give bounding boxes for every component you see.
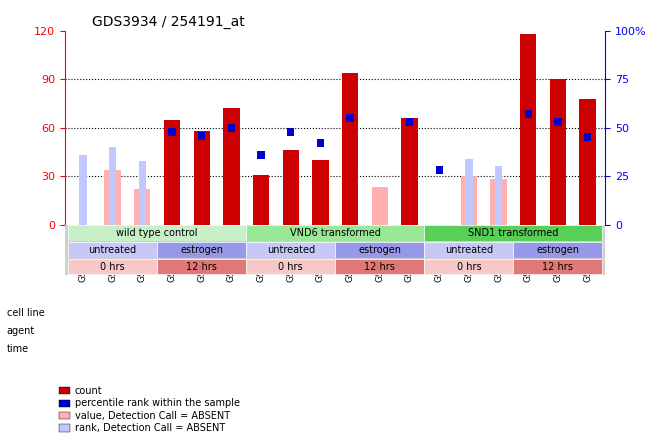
Bar [134, 189, 150, 225]
Bar [246, 259, 335, 274]
Text: estrogen: estrogen [180, 245, 223, 255]
Bar [424, 242, 514, 258]
Text: VND6 transformed: VND6 transformed [290, 228, 381, 238]
Bar [104, 170, 121, 225]
Bar [495, 166, 502, 225]
Text: 12 hrs: 12 hrs [186, 262, 217, 272]
Bar [436, 166, 443, 174]
Text: untreated: untreated [267, 245, 315, 255]
Text: 0 hrs: 0 hrs [100, 262, 125, 272]
Text: time: time [7, 344, 29, 353]
Text: estrogen: estrogen [536, 245, 579, 255]
Bar [198, 131, 205, 139]
Bar [287, 127, 294, 136]
Text: untreated: untreated [89, 245, 137, 255]
Bar [424, 226, 602, 241]
Bar [490, 179, 506, 225]
Bar [401, 118, 418, 225]
Bar [514, 259, 602, 274]
Bar [157, 259, 246, 274]
Bar [157, 242, 246, 258]
Bar [520, 34, 536, 225]
Bar [342, 73, 358, 225]
Text: 0 hrs: 0 hrs [279, 262, 303, 272]
Bar [223, 108, 240, 225]
Bar [525, 110, 532, 118]
Bar [193, 131, 210, 225]
Text: untreated: untreated [445, 245, 493, 255]
Bar [424, 259, 514, 274]
Bar [372, 187, 388, 225]
Text: rank, Detection Call = ABSENT: rank, Detection Call = ABSENT [75, 423, 225, 433]
Bar [109, 147, 117, 225]
Text: percentile rank within the sample: percentile rank within the sample [75, 398, 240, 408]
Bar [549, 79, 566, 225]
Text: wild type control: wild type control [117, 228, 198, 238]
Bar [257, 151, 265, 159]
Bar [584, 134, 591, 142]
Bar [68, 226, 246, 241]
Bar [335, 242, 424, 258]
Bar [79, 155, 87, 225]
Text: 12 hrs: 12 hrs [542, 262, 574, 272]
Bar [283, 151, 299, 225]
Bar [246, 226, 424, 241]
Text: value, Detection Call = ABSENT: value, Detection Call = ABSENT [75, 411, 230, 420]
Bar [139, 161, 146, 225]
Bar [228, 124, 235, 132]
Bar [335, 259, 424, 274]
Text: 0 hrs: 0 hrs [456, 262, 481, 272]
Bar [554, 118, 562, 126]
Bar [346, 114, 353, 122]
Bar [164, 120, 180, 225]
Text: cell line: cell line [7, 308, 44, 318]
Bar [465, 159, 473, 225]
Bar [246, 242, 335, 258]
Bar [317, 139, 324, 147]
Bar [169, 127, 176, 136]
Text: 12 hrs: 12 hrs [365, 262, 395, 272]
Bar [461, 176, 477, 225]
Bar [312, 160, 329, 225]
Bar [68, 242, 157, 258]
Bar [406, 118, 413, 126]
Bar [253, 174, 270, 225]
Text: agent: agent [7, 326, 35, 336]
Bar [514, 242, 602, 258]
Bar [68, 259, 157, 274]
Text: estrogen: estrogen [358, 245, 401, 255]
Text: SND1 transformed: SND1 transformed [468, 228, 559, 238]
Text: GDS3934 / 254191_at: GDS3934 / 254191_at [92, 15, 245, 29]
Text: count: count [75, 386, 102, 396]
Bar [579, 99, 596, 225]
